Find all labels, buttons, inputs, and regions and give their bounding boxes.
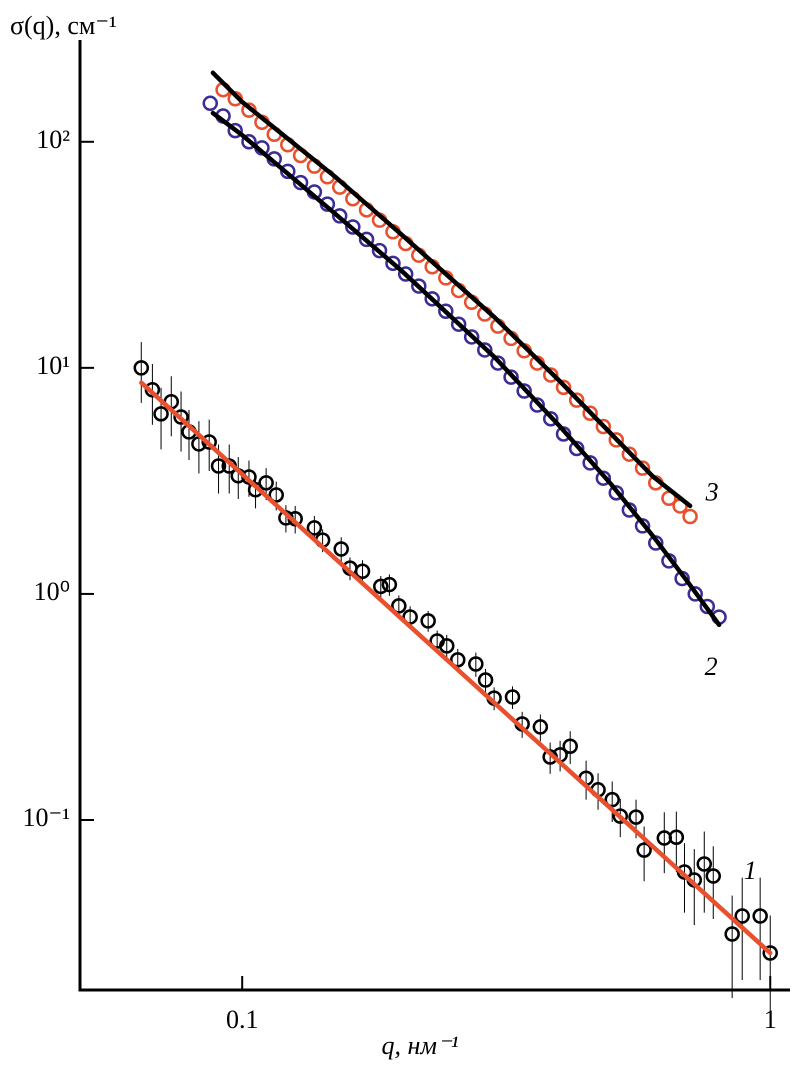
data-point xyxy=(331,208,348,224)
fit-line xyxy=(210,70,693,509)
data-point xyxy=(503,369,519,385)
y-tick-label: 10⁻¹ xyxy=(22,803,70,832)
data-point xyxy=(463,329,480,345)
data-point xyxy=(668,829,685,845)
data-point xyxy=(153,406,169,422)
data-point xyxy=(608,432,625,448)
data-point xyxy=(582,405,598,421)
data-point xyxy=(202,95,219,112)
data-point xyxy=(227,122,243,139)
data-point xyxy=(424,291,440,307)
data-point xyxy=(268,487,284,503)
data-point xyxy=(595,418,612,435)
data-point xyxy=(696,856,713,872)
data-point xyxy=(555,379,572,396)
y-tick-label: 10¹ xyxy=(36,351,70,380)
data-point xyxy=(752,908,768,924)
data-point xyxy=(687,586,703,602)
x-axis-label: q, нм⁻¹ xyxy=(381,1031,458,1060)
data-point xyxy=(621,446,638,462)
data-point xyxy=(762,945,778,961)
series-label: 2 xyxy=(705,652,718,681)
data-point xyxy=(468,656,484,672)
data-point xyxy=(634,460,651,476)
data-point xyxy=(490,355,506,371)
data-point xyxy=(634,518,651,534)
data-point xyxy=(210,458,227,474)
data-point xyxy=(439,638,455,654)
data-point xyxy=(628,809,644,825)
data-point xyxy=(636,842,652,858)
data-point xyxy=(354,563,371,579)
data-point xyxy=(241,134,257,150)
data-point xyxy=(450,316,467,332)
x-tick-label: 1 xyxy=(764,1005,777,1034)
data-point xyxy=(438,303,454,319)
data-point xyxy=(504,689,521,705)
data-point xyxy=(258,475,274,491)
data-point xyxy=(568,392,585,408)
fit-line xyxy=(139,380,773,956)
data-point xyxy=(477,672,494,688)
data-point xyxy=(542,367,559,383)
data-point xyxy=(280,163,296,180)
data-point xyxy=(381,576,398,593)
data-point xyxy=(373,578,389,595)
y-axis-label: σ(q), см⁻¹ xyxy=(10,11,117,40)
data-point xyxy=(173,409,189,425)
data-point xyxy=(397,266,414,282)
data-point xyxy=(391,598,407,614)
data-point xyxy=(604,791,620,808)
data-point xyxy=(385,255,401,272)
data-point xyxy=(402,609,418,625)
data-point xyxy=(562,738,578,754)
data-point xyxy=(595,470,612,486)
series-label: 1 xyxy=(744,856,757,885)
data-point xyxy=(292,174,309,191)
data-point xyxy=(333,541,349,557)
data-point xyxy=(201,434,217,450)
data-point xyxy=(306,520,323,536)
data-point xyxy=(529,397,545,413)
data-point xyxy=(358,231,375,248)
data-point xyxy=(612,808,629,824)
data-point xyxy=(450,652,466,668)
data-point xyxy=(682,508,698,525)
data-point xyxy=(477,342,493,358)
data-point xyxy=(516,383,532,399)
data-point xyxy=(420,613,436,629)
data-point xyxy=(133,360,150,376)
data-point xyxy=(734,908,750,924)
series-label: 3 xyxy=(705,477,719,506)
data-point xyxy=(411,278,427,294)
fit-line xyxy=(210,110,722,628)
y-tick-label: 10⁰ xyxy=(34,577,70,606)
x-tick-label: 0.1 xyxy=(226,1005,259,1034)
data-point xyxy=(724,926,740,942)
data-point xyxy=(345,219,361,235)
data-point xyxy=(542,411,559,427)
y-tick-label: 10² xyxy=(36,125,70,154)
data-point xyxy=(705,868,722,884)
data-point xyxy=(608,485,625,501)
data-point xyxy=(532,719,549,735)
data-point xyxy=(371,242,388,259)
data-point xyxy=(699,598,716,615)
data-point xyxy=(582,455,598,471)
